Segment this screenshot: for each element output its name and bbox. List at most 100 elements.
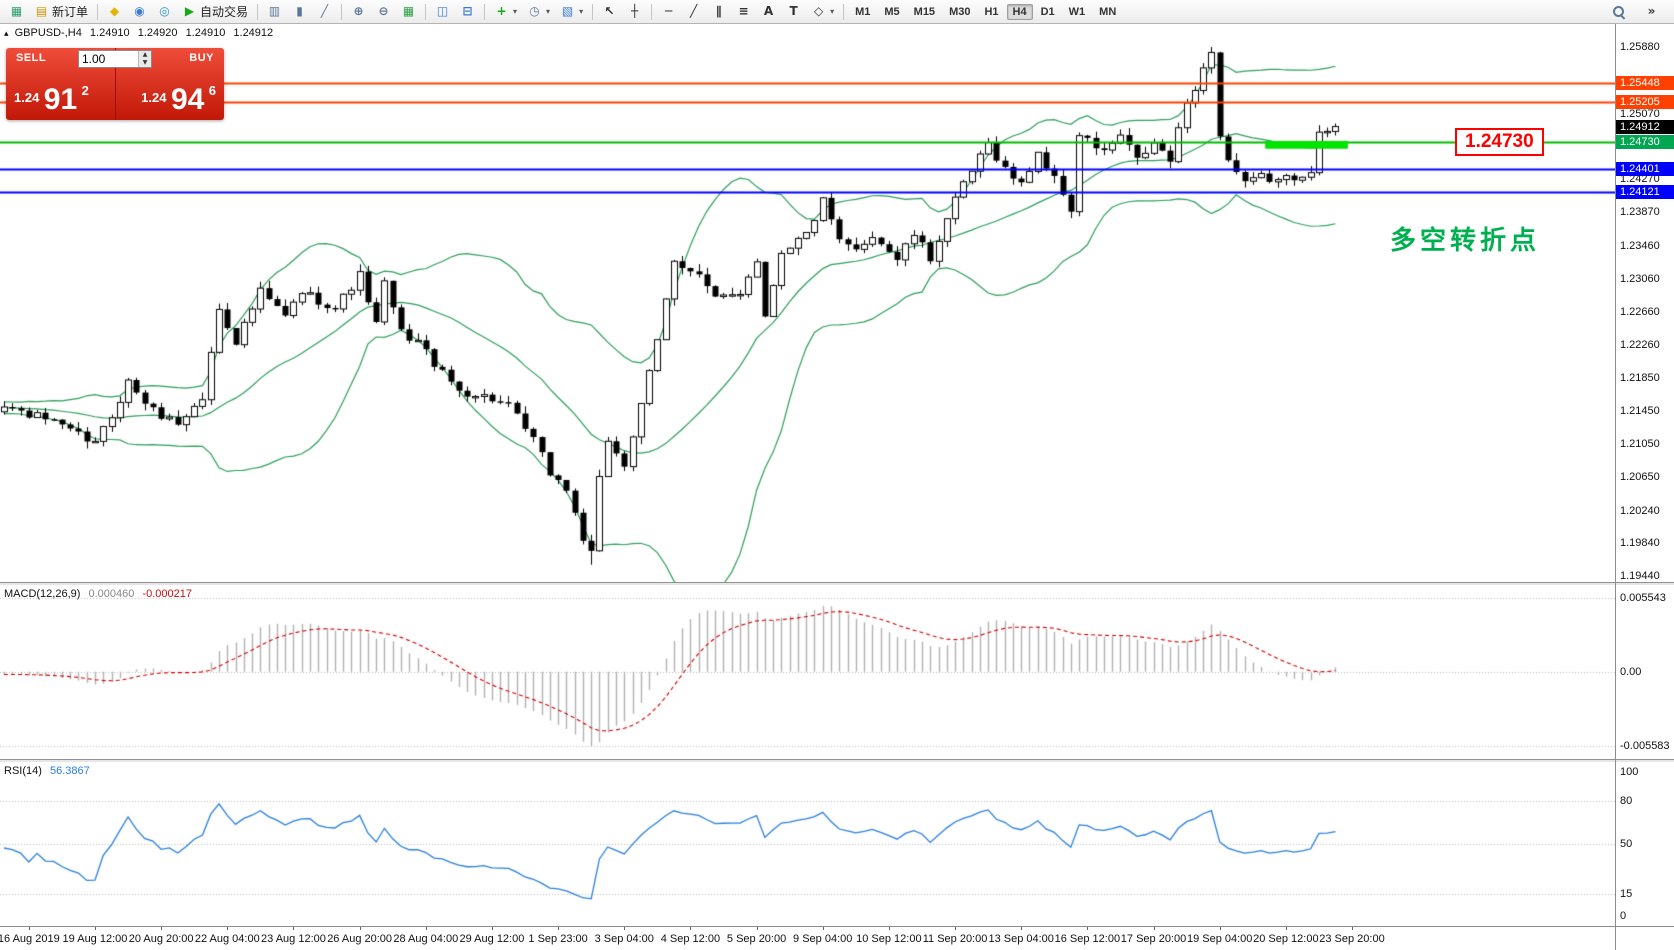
price-callout-label[interactable]: 1.24730 bbox=[1455, 128, 1544, 156]
autotrading-label: 自动交易 bbox=[200, 5, 249, 19]
time-axis-label: 17 Sep 20:00 bbox=[1120, 933, 1187, 945]
equidistant-channel-button[interactable]: ∥ bbox=[706, 2, 731, 22]
toolbar-separator bbox=[425, 3, 427, 20]
zoom-out-button[interactable]: ⊖ bbox=[371, 2, 396, 22]
time-axis-tick bbox=[1021, 927, 1022, 930]
periods-button[interactable]: ◷ ▾ bbox=[522, 2, 555, 22]
sell-price: 1.24 91 2 bbox=[14, 83, 89, 115]
fibonacci-button[interactable]: ≡ bbox=[731, 2, 756, 22]
time-axis-tick bbox=[1352, 927, 1353, 930]
trendline-button[interactable]: ╱ bbox=[681, 2, 706, 22]
rsi-axis-label: 100 bbox=[1620, 766, 1639, 778]
time-axis-label: 11 Sep 20:00 bbox=[922, 933, 988, 945]
sell-label: SELL bbox=[16, 52, 47, 64]
community-button[interactable]: ◉ bbox=[127, 2, 152, 22]
rsi-label: RSI(14) bbox=[4, 765, 42, 777]
search-icon bbox=[1611, 4, 1626, 19]
indicators-add-icon: + bbox=[496, 4, 507, 18]
volume-down-button[interactable]: ▼ bbox=[139, 59, 151, 67]
one-click-trading-panel: SELL 1.24 91 2 BUY 1.24 94 6 bbox=[6, 48, 224, 120]
macd-canvas[interactable] bbox=[0, 585, 1615, 759]
sell-price-prefix: 1.24 bbox=[14, 90, 40, 105]
shapes-button[interactable]: ◇ ▾ bbox=[806, 2, 839, 22]
search-button[interactable] bbox=[1606, 2, 1631, 22]
macd-axis[interactable]: 0.005543 0.00 -0.005583 bbox=[1616, 585, 1674, 759]
timeframe-m5-button[interactable]: M5 bbox=[884, 5, 900, 18]
timeframe-h4-button[interactable]: H4 bbox=[1006, 3, 1033, 20]
rsi-axis-label: 0 bbox=[1620, 910, 1627, 922]
pane-separator[interactable] bbox=[0, 582, 1674, 585]
rsi-axis[interactable]: 100 80 50 15 0 bbox=[1616, 762, 1674, 926]
candlestick-chart-button[interactable]: ▮ bbox=[287, 2, 312, 22]
line-chart-button[interactable]: ╱ bbox=[312, 2, 337, 22]
time-axis-label: 22 Aug 04:00 bbox=[194, 933, 260, 945]
arrange-horizontal-button[interactable]: ◫ bbox=[430, 2, 455, 22]
price-tag-1.24401: 1.24401 bbox=[1616, 161, 1674, 176]
toolbar-separator bbox=[843, 3, 845, 20]
new-order-icon: ▤ bbox=[35, 4, 48, 18]
horizontal-line-button[interactable]: ─ bbox=[656, 2, 681, 22]
time-axis-tick bbox=[1154, 927, 1155, 930]
time-axis-label: 13 Sep 04:00 bbox=[988, 933, 1054, 945]
volume-up-button[interactable]: ▲ bbox=[139, 51, 151, 59]
market-button[interactable]: ◎ bbox=[152, 2, 177, 22]
time-axis-label: 1 Sep 23:00 bbox=[528, 933, 588, 945]
arrange-horizontal-icon: ◫ bbox=[436, 4, 449, 18]
toolbar-overflow-button[interactable]: » bbox=[1639, 2, 1664, 22]
market-icon: ◎ bbox=[159, 4, 170, 18]
symbol-window-button[interactable]: ▦ bbox=[4, 2, 29, 22]
time-axis-label: 23 Sep 20:00 bbox=[1319, 933, 1385, 945]
label-button[interactable]: T bbox=[781, 2, 806, 22]
timeframe-m15-button[interactable]: M15 bbox=[913, 5, 936, 18]
cursor-button[interactable]: ↖ bbox=[597, 2, 622, 22]
crosshair-icon: ┼ bbox=[630, 4, 639, 18]
ohlc-bars-button[interactable]: ▥ bbox=[262, 2, 287, 22]
macd-main-value: 0.000460 bbox=[88, 588, 135, 600]
chart-ohlc-header: ▴ GBPUSD-,H4 1.24910 1.24920 1.24910 1.2… bbox=[4, 27, 278, 39]
pane-separator[interactable] bbox=[0, 759, 1674, 762]
ideas-button[interactable]: ◆ bbox=[102, 2, 127, 22]
sell-price-sup: 2 bbox=[81, 83, 89, 98]
symbol-window-icon: ▦ bbox=[10, 4, 23, 18]
price-tag-1.25448: 1.25448 bbox=[1616, 75, 1674, 90]
time-axis-tick bbox=[1087, 927, 1088, 930]
indicators-add-button[interactable]: + ▾ bbox=[489, 2, 522, 22]
text-button[interactable]: A bbox=[756, 2, 781, 22]
timeframe-m1-button[interactable]: M1 bbox=[855, 5, 871, 18]
zoom-in-button[interactable]: ⊕ bbox=[346, 2, 371, 22]
timeframe-mn-button[interactable]: MN bbox=[1099, 5, 1117, 18]
timeframe-m30-button[interactable]: M30 bbox=[949, 5, 971, 18]
time-axis-tick bbox=[227, 927, 228, 930]
timeframe-w1-button[interactable]: W1 bbox=[1068, 5, 1086, 18]
time-axis-label: 19 Aug 12:00 bbox=[62, 933, 128, 945]
price-chart-canvas[interactable] bbox=[0, 24, 1615, 582]
turning-point-annotation[interactable]: 多空转折点 bbox=[1390, 226, 1541, 256]
arrange-vertical-button[interactable]: ⊟ bbox=[455, 2, 480, 22]
dropdown-caret-icon: ▾ bbox=[830, 7, 835, 16]
open-value: 1.24910 bbox=[89, 27, 130, 39]
crosshair-button[interactable]: ┼ bbox=[622, 2, 647, 22]
zoom-in-icon: ⊕ bbox=[353, 4, 364, 18]
autotrading-button[interactable]: ▶ 自动交易 bbox=[177, 2, 253, 22]
price-axis-label: 1.22260 bbox=[1620, 338, 1660, 351]
timeframe-d1-button[interactable]: D1 bbox=[1040, 5, 1055, 18]
price-axis[interactable]: 1.258801.250701.246701.242701.238701.234… bbox=[1616, 24, 1674, 582]
time-axis[interactable]: 16 Aug 2019 19 Aug 12:00 20 Aug 20:00 22 Au… bbox=[0, 926, 1674, 950]
price-axis-label: 1.25880 bbox=[1620, 41, 1660, 53]
sell-price-big: 91 bbox=[43, 83, 78, 116]
rsi-axis-label: 15 bbox=[1620, 888, 1633, 901]
macd-axis-label: 0.00 bbox=[1620, 665, 1642, 678]
volume-input[interactable] bbox=[79, 51, 138, 67]
new-order-button[interactable]: ▤ 新订单 bbox=[29, 2, 93, 22]
dropdown-caret-icon: ▾ bbox=[579, 7, 584, 16]
rsi-canvas[interactable] bbox=[0, 762, 1615, 926]
time-axis-tick bbox=[889, 927, 890, 930]
timeframe-h1-button[interactable]: H1 bbox=[984, 5, 999, 18]
one-click-collapse-icon[interactable]: ▴ bbox=[4, 29, 9, 39]
tile-windows-button[interactable]: ▦ bbox=[396, 2, 421, 22]
dropdown-caret-icon: ▾ bbox=[546, 7, 551, 16]
templates-button[interactable]: ▧ ▾ bbox=[555, 2, 588, 22]
time-axis-tick bbox=[1286, 927, 1287, 930]
time-axis-label: 3 Sep 04:00 bbox=[594, 933, 654, 945]
